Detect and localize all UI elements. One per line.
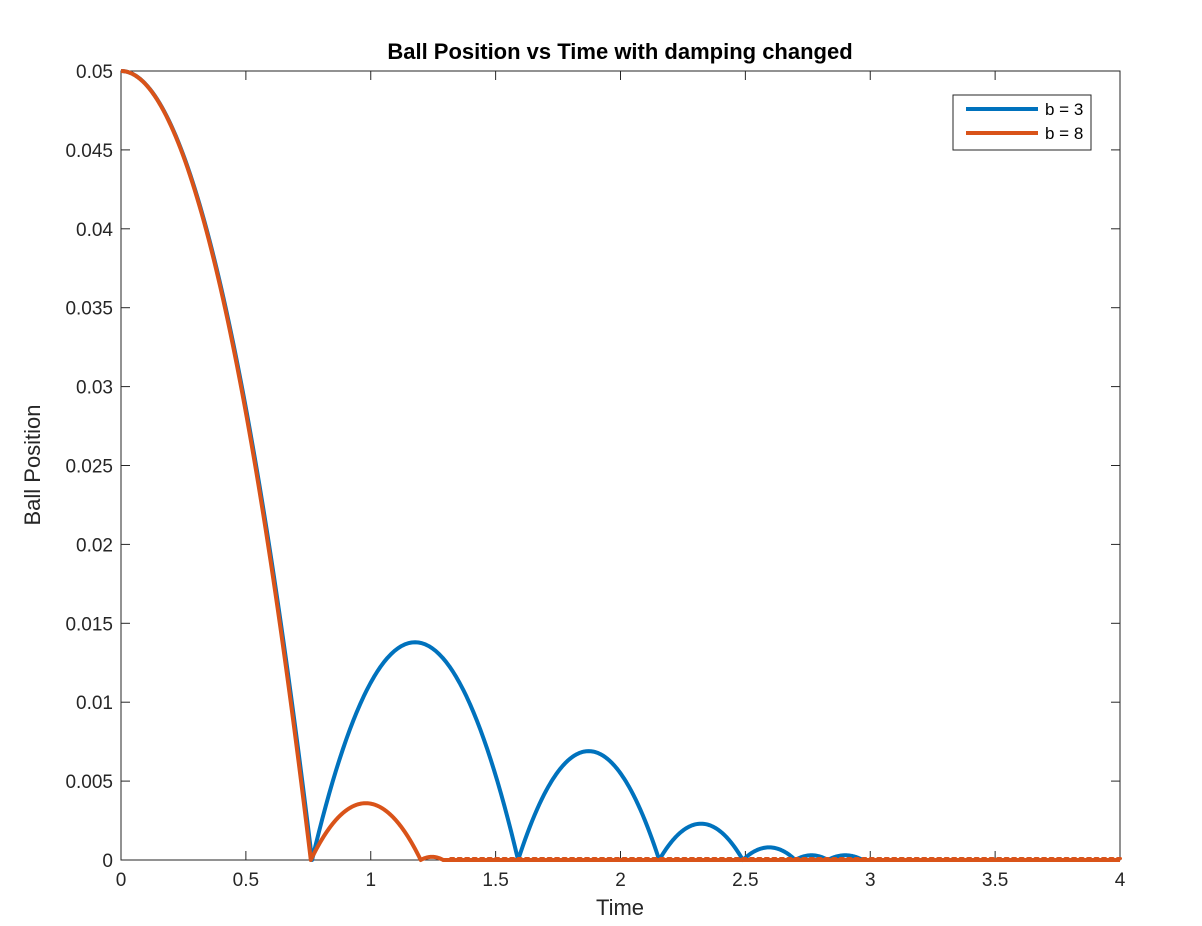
legend-label-b8: b = 8 [1045,124,1083,143]
y-tick-label: 0.05 [76,62,113,83]
legend-label-b3: b = 3 [1045,100,1083,119]
x-tick-label: 2 [615,870,626,891]
x-axis-ticks: 0 0.5 1 1.5 2 2.5 3 3.5 4 [116,71,1126,891]
x-tick-label: 3.5 [982,870,1008,891]
plot-area [120,70,1121,861]
x-tick-label: 4 [1115,870,1126,891]
y-axis-ticks: 0 0.005 0.01 0.015 0.02 0.025 0.03 0.035 0.04 0.0… [65,62,1120,872]
y-tick-label: 0.025 [65,457,113,478]
y-tick-label: 0.045 [65,141,113,162]
x-tick-label: 3 [865,870,876,891]
y-axis-label: Ball Position [20,404,45,525]
legend-box [952,94,1092,151]
x-tick-label: 0 [116,870,127,891]
y-tick-label: 0.005 [65,772,113,793]
x-tick-label: 2.5 [732,870,758,891]
y-tick-label: 0.03 [76,378,113,399]
y-tick-label: 0 [102,851,113,872]
x-tick-label: 1.5 [482,870,508,891]
y-tick-label: 0.04 [76,220,113,241]
y-tick-label: 0.02 [76,535,113,556]
y-tick-label: 0.01 [76,693,113,714]
series-line-b8 [120,69,1120,862]
x-axis-label: Time [596,895,644,920]
series-layer [120,69,1123,862]
chart-title: Ball Position vs Time with damping chang… [387,39,852,64]
legend: b = 3 b = 8 [952,94,1092,151]
y-tick-label: 0.015 [65,614,113,635]
x-tick-label: 0.5 [233,870,259,891]
x-tick-label: 1 [365,870,376,891]
y-tick-label: 0.035 [65,299,113,320]
